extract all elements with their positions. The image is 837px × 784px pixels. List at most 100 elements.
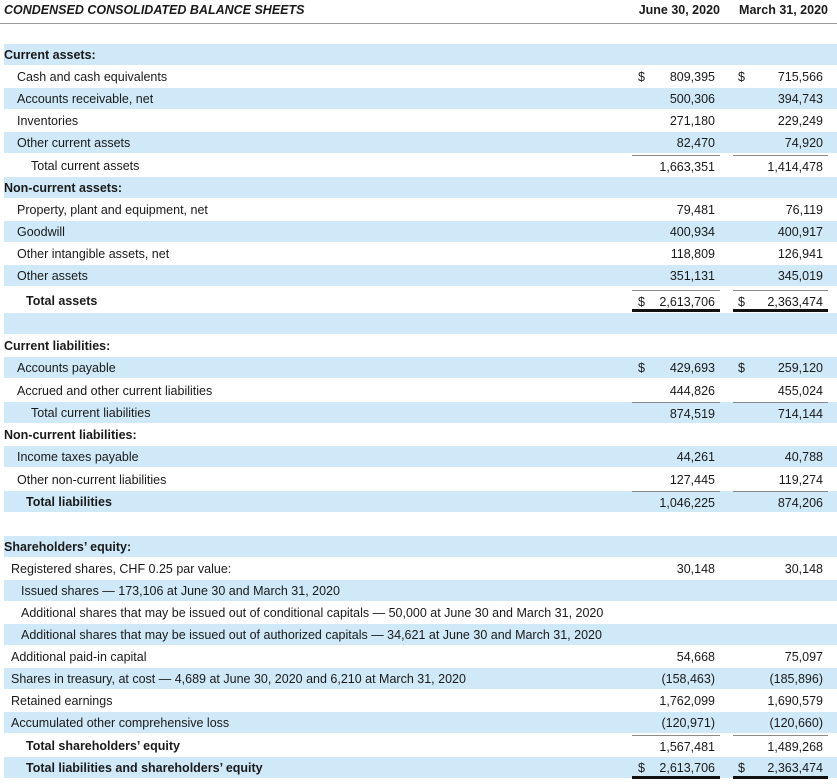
line-item-label: Retained earnings bbox=[11, 694, 113, 708]
table-header: CONDENSED CONSOLIDATED BALANCE SHEETS Ju… bbox=[0, 0, 837, 24]
line-item-label: Other current assets bbox=[17, 136, 131, 150]
table-row: Total liabilities and shareholders’ equi… bbox=[0, 757, 837, 779]
march-2020-cell: 40,788 bbox=[733, 446, 828, 468]
march-2020-value: 1,414,478 bbox=[767, 160, 823, 174]
march-2020-value: 400,917 bbox=[777, 225, 823, 239]
march-2020-cell: 1,414,478 bbox=[733, 155, 828, 177]
june-2020-value: 444,826 bbox=[669, 384, 715, 398]
currency-symbol: $ bbox=[638, 295, 645, 309]
table-row: Other assets 351,131 345,019 bbox=[0, 265, 837, 287]
line-item-label: Accumulated other comprehensive loss bbox=[11, 716, 230, 730]
june-2020-cell: 82,470 bbox=[632, 132, 720, 154]
march-2020-cell: $715,566 bbox=[733, 66, 828, 88]
table-row: Other intangible assets, net 118,809 126,9… bbox=[0, 243, 837, 265]
march-2020-cell: 1,489,268 bbox=[733, 735, 828, 757]
june-2020-value: (158,463) bbox=[661, 672, 715, 686]
spacer-row bbox=[0, 514, 837, 536]
march-2020-value: 75,097 bbox=[784, 650, 823, 664]
march-2020-cell: 76,119 bbox=[733, 199, 828, 221]
june-2020-cell: $429,693 bbox=[632, 357, 720, 379]
table-row: Additional paid-in capital 54,668 75,097 bbox=[0, 646, 837, 668]
march-2020-cell: 75,097 bbox=[733, 646, 828, 668]
line-item-label: Other intangible assets, net bbox=[17, 247, 170, 261]
june-2020-value: 30,148 bbox=[676, 562, 715, 576]
table-row: Accumulated other comprehensive loss (120… bbox=[0, 712, 837, 734]
june-2020-value: 1,762,099 bbox=[659, 694, 715, 708]
table-row: Issued shares — 173,106 at June 30 and M… bbox=[0, 580, 837, 602]
june-2020-cell: 127,445 bbox=[632, 469, 720, 491]
june-2020-cell: 118,809 bbox=[632, 243, 720, 265]
table-row: Shares in treasury, at cost — 4,689 at J… bbox=[0, 668, 837, 690]
june-2020-value: 54,668 bbox=[676, 650, 715, 664]
march-2020-cell: 874,206 bbox=[733, 491, 828, 513]
march-2020-cell: 714,144 bbox=[733, 402, 828, 424]
june-2020-cell: (120,971) bbox=[632, 712, 720, 734]
march-2020-cell: (120,660) bbox=[733, 712, 828, 734]
table-row: Accrued and other current liabilities 444… bbox=[0, 380, 837, 402]
march-2020-value: 229,249 bbox=[777, 114, 823, 128]
line-item-label: Additional paid-in capital bbox=[11, 650, 147, 664]
june-2020-cell: $2,613,706 bbox=[632, 757, 720, 779]
march-2020-cell: 30,148 bbox=[733, 558, 828, 580]
table-row: Inventories 271,180 229,249 bbox=[0, 110, 837, 132]
june-2020-cell: 1,567,481 bbox=[632, 735, 720, 757]
march-2020-cell: 1,690,579 bbox=[733, 690, 828, 712]
line-item-label: Accrued and other current liabilities bbox=[17, 384, 213, 398]
march-2020-value: 394,743 bbox=[777, 92, 823, 106]
currency-symbol: $ bbox=[638, 70, 645, 84]
section-label: Total liabilities and shareholders’ equi… bbox=[26, 761, 263, 775]
june-2020-value: 82,470 bbox=[676, 136, 715, 150]
line-item-label: Property, plant and equipment, net bbox=[17, 203, 208, 217]
june-2020-cell: 351,131 bbox=[632, 265, 720, 287]
line-item-label: Total current liabilities bbox=[31, 406, 151, 420]
currency-symbol: $ bbox=[738, 761, 745, 775]
june-2020-cell: $2,613,706 bbox=[632, 290, 720, 312]
table-row: Additional shares that may be issued out… bbox=[0, 624, 837, 646]
line-item-label: Other assets bbox=[17, 269, 88, 283]
june-2020-cell: 500,306 bbox=[632, 88, 720, 110]
table-row: Property, plant and equipment, net 79,481… bbox=[0, 199, 837, 221]
section-label: Shareholders’ equity: bbox=[4, 540, 132, 554]
june-2020-cell: 30,148 bbox=[632, 558, 720, 580]
june-2020-value: 400,934 bbox=[669, 225, 715, 239]
line-item-label: Inventories bbox=[17, 114, 79, 128]
march-2020-cell: 119,274 bbox=[733, 469, 828, 491]
march-2020-cell: 455,024 bbox=[733, 380, 828, 402]
march-2020-value: 1,690,579 bbox=[767, 694, 823, 708]
statement-title: CONDENSED CONSOLIDATED BALANCE SHEETS bbox=[4, 3, 305, 17]
table-row: Other current assets 82,470 74,920 bbox=[0, 132, 837, 154]
march-2020-cell: 345,019 bbox=[733, 265, 828, 287]
june-2020-cell: (158,463) bbox=[632, 668, 720, 690]
table-row: Current liabilities: bbox=[0, 335, 837, 357]
section-label: Total liabilities bbox=[26, 495, 112, 509]
june-2020-value: 44,261 bbox=[676, 450, 715, 464]
line-item-label: Accounts payable bbox=[17, 361, 116, 375]
table-row: Total shareholders’ equity 1,567,481 1,489… bbox=[0, 735, 837, 757]
table-row: Non-current liabilities: bbox=[0, 424, 837, 446]
june-2020-value: 351,131 bbox=[669, 269, 715, 283]
table-row: Goodwill 400,934 400,917 bbox=[0, 221, 837, 243]
june-2020-cell: 79,481 bbox=[632, 199, 720, 221]
line-item-label: Goodwill bbox=[17, 225, 65, 239]
march-2020-value: 345,019 bbox=[777, 269, 823, 283]
table-row: Non-current assets: bbox=[0, 177, 837, 199]
march-2020-cell: 74,920 bbox=[733, 132, 828, 154]
march-2020-cell: 229,249 bbox=[733, 110, 828, 132]
june-2020-cell: 54,668 bbox=[632, 646, 720, 668]
march-2020-cell: $2,363,474 bbox=[733, 757, 828, 779]
march-2020-value: 2,363,474 bbox=[767, 761, 823, 775]
table-row: Accounts payable $429,693 $259,120 bbox=[0, 357, 837, 379]
section-label: Current assets: bbox=[4, 48, 96, 62]
june-2020-value: 118,809 bbox=[670, 247, 715, 261]
june-2020-cell: 874,519 bbox=[632, 402, 720, 424]
line-item-label: Other non-current liabilities bbox=[17, 473, 167, 487]
june-2020-value: 1,046,225 bbox=[659, 496, 715, 510]
june-2020-value: 500,306 bbox=[669, 92, 715, 106]
currency-symbol: $ bbox=[738, 361, 745, 375]
june-2020-value: 1,663,351 bbox=[659, 160, 715, 174]
march-2020-cell: 400,917 bbox=[733, 221, 828, 243]
currency-symbol: $ bbox=[638, 361, 645, 375]
march-2020-value: 1,489,268 bbox=[767, 740, 823, 754]
section-label: Current liabilities: bbox=[4, 339, 111, 353]
table-row: Other non-current liabilities 127,445 119,… bbox=[0, 469, 837, 491]
